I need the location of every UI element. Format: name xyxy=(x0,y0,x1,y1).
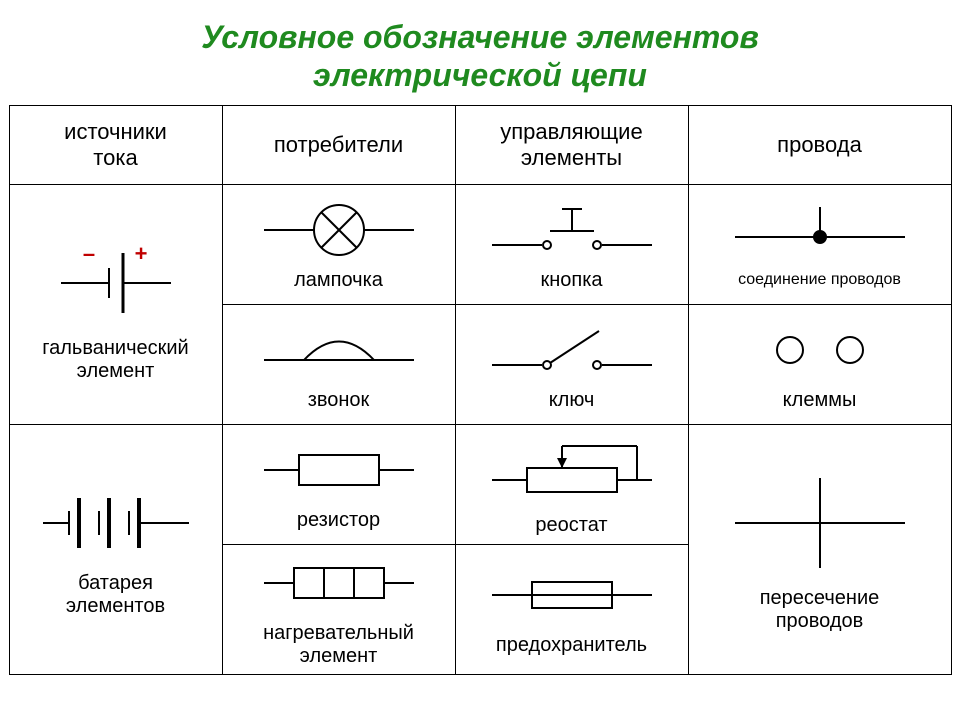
header-controls-label: управляющиеэлементы xyxy=(500,119,642,170)
heating-element-icon xyxy=(249,548,429,618)
title-line-1: Условное обозначение элементов xyxy=(201,19,759,55)
terminals-label: клеммы xyxy=(783,387,857,414)
wire-crossing-icon xyxy=(715,463,925,583)
page: Условное обозначение элементов электриче… xyxy=(0,0,960,720)
bell-label: звонок xyxy=(308,387,370,414)
table-row: батареяэлементов резистор xyxy=(9,424,951,544)
heater-label: нагревательныйэлемент xyxy=(263,620,414,670)
junction-label: соединение проводов xyxy=(738,269,901,291)
plus-label: + xyxy=(134,241,147,266)
push-button-icon xyxy=(477,195,667,265)
lamp-icon xyxy=(249,195,429,265)
header-wires: провода xyxy=(688,105,951,184)
battery-icon xyxy=(31,478,201,568)
table-row: – + гальваническийэлемент xyxy=(9,184,951,304)
header-controls: управляющиеэлементы xyxy=(455,105,688,184)
header-consumers: потребители xyxy=(222,105,455,184)
lamp-label: лампочка xyxy=(294,267,383,294)
cell-switch: ключ xyxy=(455,304,688,424)
resistor-icon xyxy=(249,435,429,505)
cell-terminals: клеммы xyxy=(688,304,951,424)
page-title: Условное обозначение элементов электриче… xyxy=(0,0,960,105)
cell-junction: соединение проводов xyxy=(688,184,951,304)
cell-lamp: лампочка xyxy=(222,184,455,304)
bell-icon xyxy=(249,315,429,385)
switch-icon xyxy=(477,315,667,385)
resistor-label: резистор xyxy=(297,507,380,534)
cell-heater: нагревательныйэлемент xyxy=(222,544,455,674)
cell-battery: батареяэлементов xyxy=(9,424,222,674)
symbols-table: источникитока потребители управляющиеэле… xyxy=(9,105,952,675)
terminals-icon xyxy=(715,315,925,385)
header-sources: источникитока xyxy=(9,105,222,184)
battery-label: батареяэлементов xyxy=(66,570,165,620)
galvanic-cell-icon: – + xyxy=(41,223,191,333)
rheostat-icon xyxy=(477,430,667,510)
button-label: кнопка xyxy=(540,267,602,294)
title-line-2: электрической цепи xyxy=(313,57,647,93)
cell-bell: звонок xyxy=(222,304,455,424)
minus-label: – xyxy=(82,241,94,266)
crossing-label: пересечениепроводов xyxy=(760,585,880,635)
switch-label: ключ xyxy=(549,387,595,414)
header-consumers-label: потребители xyxy=(274,132,403,157)
wire-junction-icon xyxy=(715,197,925,267)
header-sources-label: источникитока xyxy=(64,119,167,170)
rheostat-label: реостат xyxy=(535,512,607,539)
galvanic-label: гальваническийэлемент xyxy=(42,335,188,385)
fuse-icon xyxy=(477,560,667,630)
header-row: источникитока потребители управляющиеэле… xyxy=(9,105,951,184)
cell-galvanic: – + гальваническийэлемент xyxy=(9,184,222,424)
fuse-label: предохранитель xyxy=(496,632,647,659)
cell-rheostat: реостат xyxy=(455,424,688,544)
cell-resistor: резистор xyxy=(222,424,455,544)
cell-button: кнопка xyxy=(455,184,688,304)
cell-crossing: пересечениепроводов xyxy=(688,424,951,674)
header-wires-label: провода xyxy=(777,132,862,157)
cell-fuse: предохранитель xyxy=(455,544,688,674)
